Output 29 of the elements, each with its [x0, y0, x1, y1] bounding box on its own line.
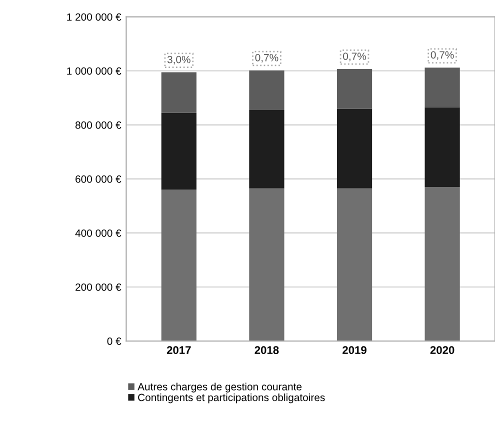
- x-tick-label: 2020: [430, 346, 454, 354]
- bar: [161, 112, 196, 190]
- annotation: 0,7%: [343, 52, 366, 62]
- x-tick-label: 2018: [254, 346, 279, 354]
- y-tick-label: 1 200 000 €: [67, 13, 122, 21]
- bar: [249, 110, 284, 188]
- x-tick-label: 2019: [342, 346, 366, 354]
- bar: [336, 188, 372, 342]
- bar: [249, 188, 284, 342]
- bar: [336, 108, 372, 188]
- y-tick-label: 200 000 €: [76, 283, 122, 291]
- x-tick-label: 2017: [166, 346, 191, 354]
- legend-label: Contingents et participations obligatoires: [138, 393, 325, 404]
- bar: [249, 70, 284, 110]
- annotation: 0,7%: [255, 54, 278, 63]
- annotation: 3,0%: [167, 56, 190, 64]
- y-tick-label: 400 000 €: [75, 229, 122, 237]
- y-tick-label: 0 €: [107, 338, 122, 345]
- bar: [424, 107, 460, 188]
- bar: [161, 72, 196, 113]
- annotation: 0,7%: [430, 51, 454, 60]
- y-tick-label: 1 000 000 €: [67, 67, 122, 75]
- y-tick-label: 800 000 €: [75, 121, 122, 129]
- bar: [161, 190, 196, 342]
- legend-label: Autres charges de gestion courante: [138, 382, 302, 392]
- bar: [424, 187, 460, 342]
- y-tick-label: 600 000 €: [76, 175, 122, 183]
- bar: [424, 68, 460, 108]
- bar: [336, 68, 372, 109]
